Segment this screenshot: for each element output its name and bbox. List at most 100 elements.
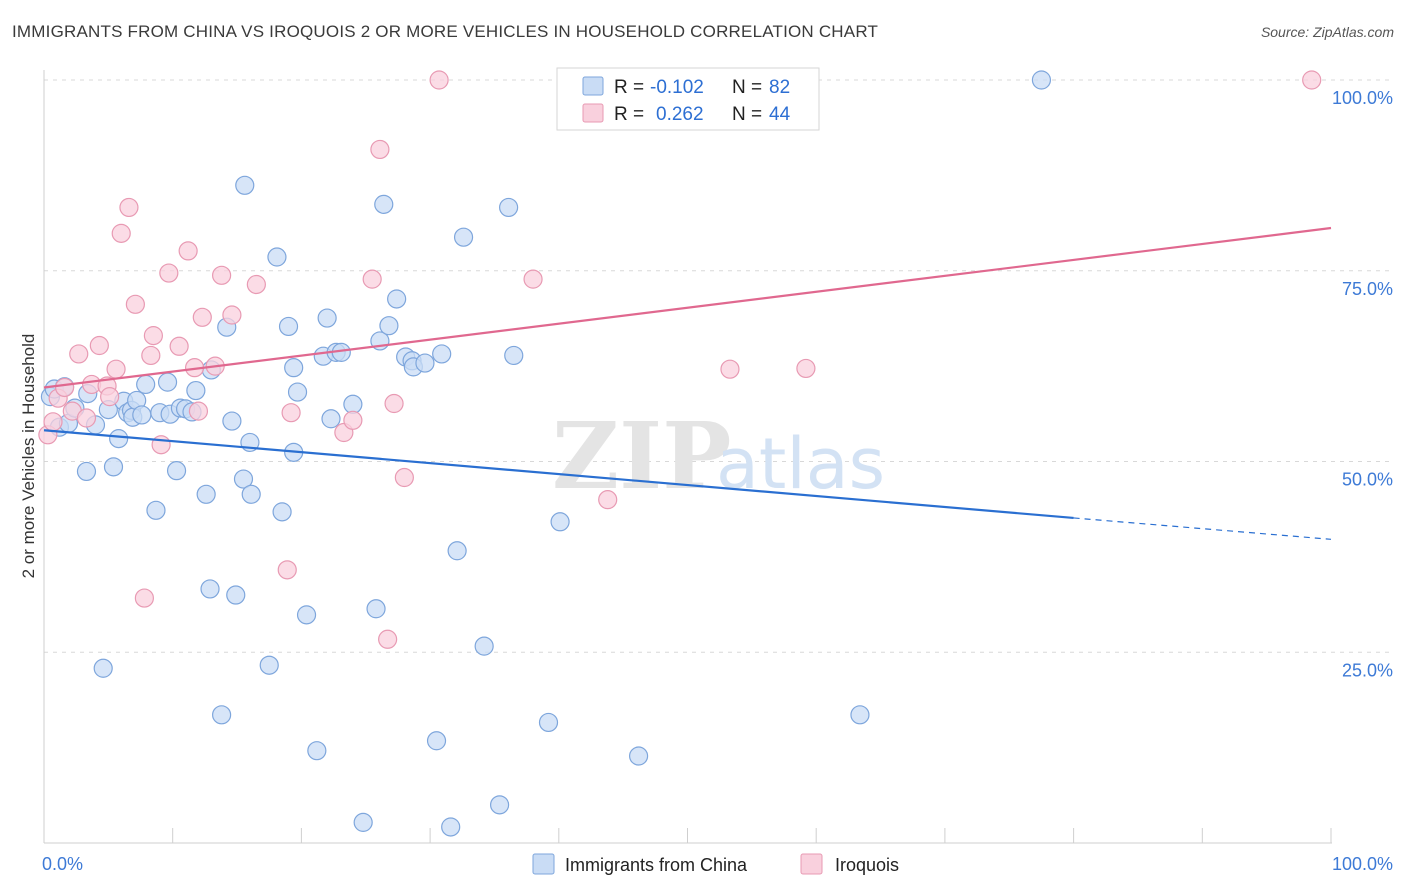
china-point-66: [432, 344, 452, 364]
iroquois-point-21: [178, 241, 198, 261]
x-tick-label-min: 0.0%: [42, 854, 83, 874]
china-point-47: [296, 605, 317, 625]
iroquois-point-30: [281, 403, 301, 423]
iroquois-point-13: [119, 197, 139, 218]
iroquois-point-6: [76, 408, 97, 428]
china-point-29: [196, 484, 216, 504]
iroquois-point-19: [159, 263, 179, 283]
china-point-28: [186, 380, 206, 401]
iroquois-point-24: [192, 307, 212, 327]
china-trendline-extension: [1073, 517, 1332, 540]
iroquois-point-35: [378, 629, 398, 649]
china-point-37: [235, 175, 255, 195]
china-point-70: [474, 636, 494, 656]
china-point-45: [284, 358, 304, 378]
china-point-43: [278, 316, 299, 337]
iroquois-point-42: [796, 358, 816, 379]
china-point-60: [387, 289, 407, 309]
trendlines: [43, 226, 1332, 540]
watermark: ZIP atlas: [552, 402, 885, 510]
china-point-71: [489, 795, 510, 815]
iroquois-point-1: [43, 412, 63, 432]
china-point-9: [93, 658, 113, 678]
watermark-zip: ZIP: [552, 402, 731, 510]
china-point-56: [366, 599, 386, 619]
bottom-legend-swatch-china: [532, 853, 555, 875]
iroquois-point-41: [720, 359, 740, 379]
china-point-11: [103, 457, 124, 477]
legend-n-value-iroquois: 44: [769, 104, 791, 125]
watermark-atlas: atlas: [716, 423, 885, 505]
iroquois-point-12: [111, 223, 131, 243]
china-point-30: [200, 579, 220, 599]
iroquois-point-16: [141, 345, 161, 366]
iroquois-point-15: [134, 588, 154, 608]
china-point-42: [272, 502, 292, 522]
legend-n-value-china: 82: [769, 77, 790, 98]
legend: R = -0.102 N = 82 R = 0.262 N = 44: [556, 67, 820, 131]
iroquois-point-32: [343, 410, 363, 430]
y-tick-label-50: 50.0%: [1342, 470, 1393, 490]
china-point-12: [109, 429, 129, 449]
china-point-50: [317, 308, 337, 328]
iroquois-point-36: [384, 393, 404, 414]
china-point-54: [343, 394, 363, 414]
china-point-6: [76, 461, 97, 482]
china-point-72: [499, 197, 519, 218]
china-point-22: [157, 372, 178, 392]
iroquois-point-37: [394, 467, 414, 488]
iroquois-point-17: [143, 326, 163, 346]
y-tick-labels: 25.0% 50.0% 75.0% 100.0%: [1332, 88, 1393, 680]
legend-r-label-china: R =: [614, 77, 644, 98]
gridlines: [44, 79, 1392, 653]
source-label: Source: ZipAtlas.com: [1260, 24, 1394, 40]
iroquois-point-34: [370, 139, 390, 160]
china-point-64: [415, 353, 435, 373]
china-point-74: [538, 712, 559, 733]
china-point-20: [146, 500, 166, 520]
legend-r-label-iroquois: R =: [614, 104, 644, 125]
y-tick-label-25: 25.0%: [1342, 660, 1393, 680]
y-tick-label-100: 100.0%: [1332, 88, 1393, 108]
iroquois-point-5: [69, 344, 89, 364]
legend-r-value-iroquois: 0.262: [656, 104, 704, 125]
china-point-73: [504, 345, 524, 366]
iroquois-point-23: [188, 401, 209, 421]
legend-swatch-china: [582, 76, 604, 96]
iroquois-point-26: [212, 265, 232, 285]
y-axis-label: 2 or more Vehicles in Household: [19, 334, 38, 579]
iroquois-point-27: [222, 305, 242, 325]
bottom-legend-label-china: Immigrants from China: [565, 855, 748, 875]
china-point-41: [267, 247, 287, 267]
iroquois-point-20: [169, 336, 189, 356]
y-tick-label-75: 75.0%: [1342, 279, 1393, 299]
chart-title: IMMIGRANTS FROM CHINA VS IROQUOIS 2 OR M…: [12, 22, 879, 41]
iroquois-point-29: [277, 560, 297, 580]
legend-n-label-iroquois: N =: [732, 104, 762, 125]
china-point-46: [287, 382, 308, 402]
iroquois-point-43: [1302, 70, 1322, 90]
iroquois-point-14: [125, 294, 145, 314]
legend-n-label-china: N =: [732, 77, 762, 98]
china-point-24: [166, 461, 187, 481]
legend-r-value-china: -0.102: [650, 77, 704, 98]
iroquois-point-10: [100, 387, 120, 407]
china-point-68: [447, 541, 467, 561]
iroquois-trendline: [43, 226, 1332, 389]
iroquois-point-28: [246, 274, 266, 295]
china-point-19: [136, 374, 156, 395]
iroquois-point-18: [151, 435, 171, 455]
iroquois-point-40: [598, 490, 618, 510]
china-point-67: [441, 817, 461, 837]
china-point-36: [233, 469, 254, 489]
china-point-55: [353, 812, 373, 832]
china-point-34: [222, 411, 242, 431]
china-point-40: [259, 655, 279, 675]
china-point-75: [550, 512, 570, 532]
china-point-58: [374, 194, 394, 214]
x-ticks: [172, 828, 1332, 843]
china-point-69: [453, 227, 474, 247]
china-point-65: [426, 731, 447, 751]
iroquois-point-38: [429, 70, 449, 90]
china-point-76: [628, 746, 649, 766]
